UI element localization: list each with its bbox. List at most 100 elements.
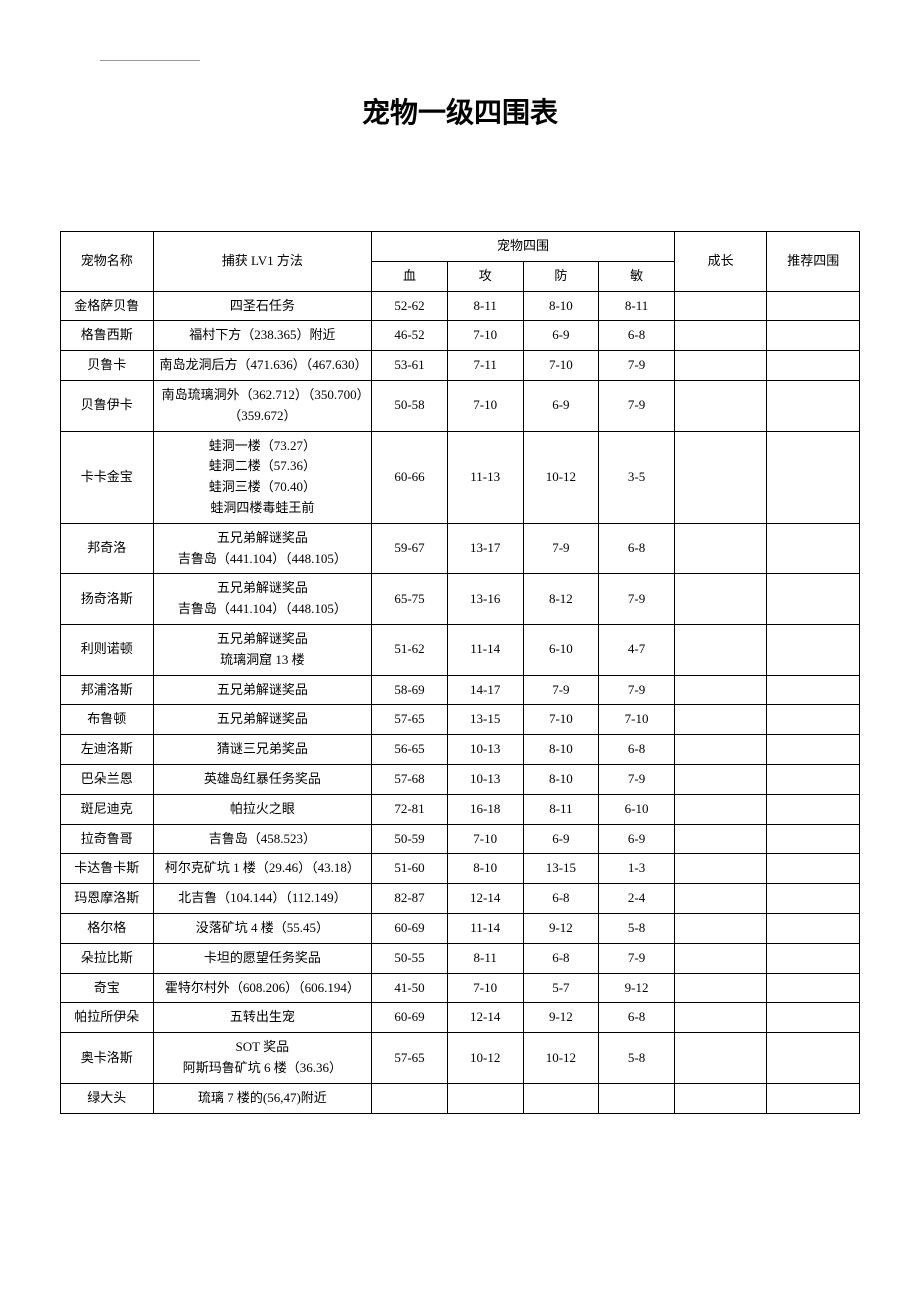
cell-recommended <box>767 431 860 523</box>
cell-def: 8-11 <box>523 794 599 824</box>
table-row: 奇宝霍特尔村外（608.206）（606.194）41-507-105-79-1… <box>61 973 860 1003</box>
cell-atk: 16-18 <box>447 794 523 824</box>
header-atk: 攻 <box>447 261 523 291</box>
cell-method: 蛙洞一楼（73.27） 蛙洞二楼（57.36） 蛙洞三楼（70.40） 蛙洞四楼… <box>153 431 372 523</box>
cell-def: 8-10 <box>523 735 599 765</box>
cell-atk: 8-11 <box>447 291 523 321</box>
cell-agi: 8-11 <box>599 291 675 321</box>
table-row: 卡卡金宝蛙洞一楼（73.27） 蛙洞二楼（57.36） 蛙洞三楼（70.40） … <box>61 431 860 523</box>
table-row: 格鲁西斯福村下方（238.365）附近46-527-106-96-8 <box>61 321 860 351</box>
table-row: 拉奇鲁哥吉鲁岛（458.523）50-597-106-96-9 <box>61 824 860 854</box>
table-row: 卡达鲁卡斯柯尔克矿坑 1 楼（29.46）（43.18）51-608-1013-… <box>61 854 860 884</box>
cell-atk: 13-15 <box>447 705 523 735</box>
cell-method: 四圣石任务 <box>153 291 372 321</box>
cell-agi: 6-8 <box>599 321 675 351</box>
cell-method: 卡坦的愿望任务奖品 <box>153 943 372 973</box>
table-row: 格尔格没落矿坑 4 楼（55.45）60-6911-149-125-8 <box>61 913 860 943</box>
cell-agi: 7-9 <box>599 675 675 705</box>
cell-atk: 12-14 <box>447 1003 523 1033</box>
cell-agi <box>599 1083 675 1113</box>
cell-atk: 11-14 <box>447 913 523 943</box>
table-row: 朵拉比斯卡坦的愿望任务奖品50-558-116-87-9 <box>61 943 860 973</box>
cell-growth <box>674 824 767 854</box>
cell-growth <box>674 574 767 625</box>
header-method: 捕获 LV1 方法 <box>153 232 372 292</box>
cell-recommended <box>767 675 860 705</box>
header-name: 宠物名称 <box>61 232 154 292</box>
cell-def: 9-12 <box>523 1003 599 1033</box>
cell-def: 7-10 <box>523 351 599 381</box>
cell-name: 拉奇鲁哥 <box>61 824 154 854</box>
cell-method: 没落矿坑 4 楼（55.45） <box>153 913 372 943</box>
cell-atk: 7-10 <box>447 973 523 1003</box>
cell-recommended <box>767 1003 860 1033</box>
cell-recommended <box>767 854 860 884</box>
cell-growth <box>674 675 767 705</box>
cell-recommended <box>767 824 860 854</box>
cell-growth <box>674 764 767 794</box>
cell-def: 6-9 <box>523 824 599 854</box>
cell-growth <box>674 351 767 381</box>
cell-method: 北吉鲁（104.144）（112.149） <box>153 884 372 914</box>
cell-method: 柯尔克矿坑 1 楼（29.46）（43.18） <box>153 854 372 884</box>
cell-growth <box>674 705 767 735</box>
cell-agi: 6-8 <box>599 735 675 765</box>
cell-atk <box>447 1083 523 1113</box>
cell-def: 6-10 <box>523 624 599 675</box>
cell-hp: 60-69 <box>372 1003 448 1033</box>
cell-atk: 7-10 <box>447 380 523 431</box>
cell-agi: 1-3 <box>599 854 675 884</box>
cell-hp: 50-58 <box>372 380 448 431</box>
cell-recommended <box>767 380 860 431</box>
cell-hp: 52-62 <box>372 291 448 321</box>
cell-atk: 14-17 <box>447 675 523 705</box>
cell-atk: 13-17 <box>447 523 523 574</box>
cell-name: 左迪洛斯 <box>61 735 154 765</box>
cell-method: SOT 奖品 阿斯玛鲁矿坑 6 楼（36.36） <box>153 1033 372 1084</box>
cell-atk: 8-11 <box>447 943 523 973</box>
cell-def: 7-9 <box>523 675 599 705</box>
cell-def: 5-7 <box>523 973 599 1003</box>
cell-hp: 56-65 <box>372 735 448 765</box>
table-row: 巴朵兰恩英雄岛红暴任务奖品57-6810-138-107-9 <box>61 764 860 794</box>
cell-growth <box>674 735 767 765</box>
cell-hp: 82-87 <box>372 884 448 914</box>
cell-method: 猜谜三兄弟奖品 <box>153 735 372 765</box>
cell-hp: 51-60 <box>372 854 448 884</box>
cell-method: 帕拉火之眼 <box>153 794 372 824</box>
cell-growth <box>674 854 767 884</box>
cell-growth <box>674 380 767 431</box>
header-hp: 血 <box>372 261 448 291</box>
cell-hp: 57-68 <box>372 764 448 794</box>
cell-growth <box>674 321 767 351</box>
cell-atk: 11-13 <box>447 431 523 523</box>
cell-agi: 6-9 <box>599 824 675 854</box>
cell-recommended <box>767 1033 860 1084</box>
header-agi: 敏 <box>599 261 675 291</box>
cell-recommended <box>767 523 860 574</box>
cell-name: 布鲁顿 <box>61 705 154 735</box>
cell-method: 南岛龙洞后方（471.636）（467.630） <box>153 351 372 381</box>
table-row: 扬奇洛斯五兄弟解谜奖品 吉鲁岛（441.104）（448.105）65-7513… <box>61 574 860 625</box>
cell-recommended <box>767 913 860 943</box>
cell-name: 朵拉比斯 <box>61 943 154 973</box>
cell-atk: 10-13 <box>447 735 523 765</box>
header-row-1: 宠物名称 捕获 LV1 方法 宠物四围 成长 推荐四围 <box>61 232 860 262</box>
cell-agi: 3-5 <box>599 431 675 523</box>
cell-atk: 10-13 <box>447 764 523 794</box>
cell-atk: 13-16 <box>447 574 523 625</box>
cell-recommended <box>767 574 860 625</box>
table-row: 斑尼迪克帕拉火之眼72-8116-188-116-10 <box>61 794 860 824</box>
cell-recommended <box>767 351 860 381</box>
table-row: 帕拉所伊朵五转出生宠60-6912-149-126-8 <box>61 1003 860 1033</box>
table-row: 贝鲁伊卡南岛琉璃洞外（362.712）（350.700）（359.672）50-… <box>61 380 860 431</box>
cell-growth <box>674 523 767 574</box>
cell-agi: 7-9 <box>599 764 675 794</box>
cell-method: 五兄弟解谜奖品 吉鲁岛（441.104）（448.105） <box>153 574 372 625</box>
header-underline <box>100 60 200 61</box>
cell-name: 利则诺顿 <box>61 624 154 675</box>
cell-def <box>523 1083 599 1113</box>
cell-def: 13-15 <box>523 854 599 884</box>
cell-atk: 11-14 <box>447 624 523 675</box>
cell-growth <box>674 884 767 914</box>
